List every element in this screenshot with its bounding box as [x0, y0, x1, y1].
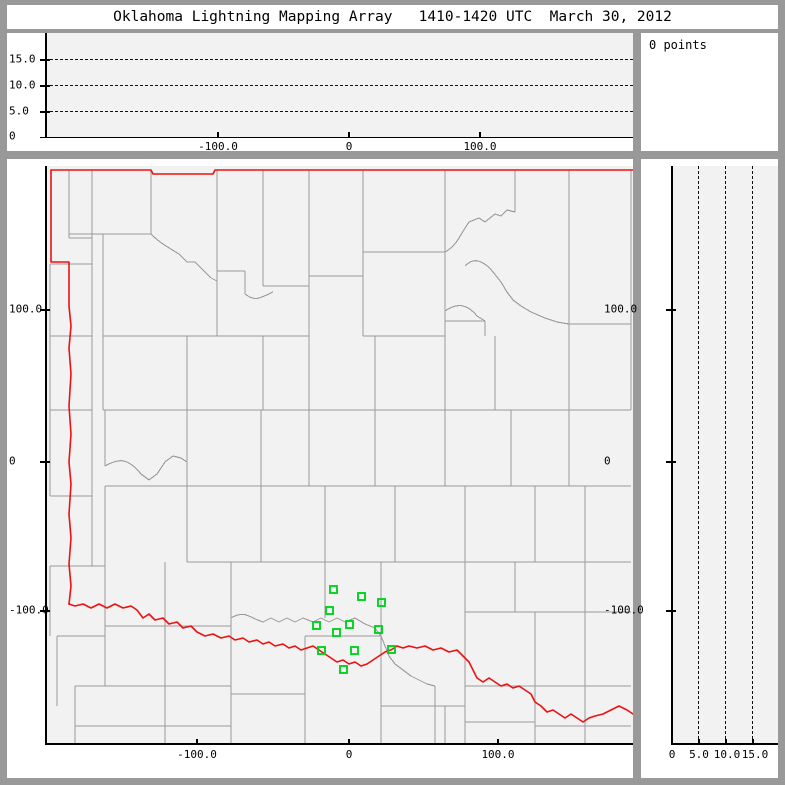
map-y-axis-line: [45, 166, 47, 744]
map-y-tick-100: [40, 309, 50, 311]
lma-marker[interactable]: [374, 625, 383, 634]
map-y-tick-0: [40, 461, 50, 463]
y-tick-10: [40, 85, 50, 87]
profile-y-tick-100: [666, 309, 676, 311]
gridline-5: [45, 111, 633, 112]
page-title: Oklahoma Lightning Mapping Array 1410-14…: [113, 9, 672, 25]
lma-marker[interactable]: [387, 645, 396, 654]
state-border: [50, 169, 633, 723]
lma-marker[interactable]: [350, 646, 359, 655]
lma-marker[interactable]: [325, 606, 334, 615]
profile-x-axis-line: [671, 743, 778, 745]
x-axis-line: [45, 136, 633, 138]
profile-x-tick-0: [671, 739, 673, 745]
county-boundaries: [49, 170, 632, 744]
x-tick-100: [479, 132, 481, 138]
profile-gridline-10: [725, 166, 726, 744]
lma-source-markers[interactable]: [312, 585, 396, 674]
lma-marker[interactable]: [329, 585, 338, 594]
profile-x-tick-5: [698, 739, 700, 745]
profile-y-tick-label-100: 100.0: [604, 302, 638, 316]
gridline-10: [45, 85, 633, 86]
map-x-tick-neg100: [196, 739, 198, 745]
east-west-profile-panel[interactable]: 100.0 0 -100.0 0 5.0 10.0 15.0: [604, 159, 778, 778]
profile-x-tick-label-15: 15.0: [741, 748, 769, 761]
profile-y-axis-line: [671, 166, 673, 744]
map-y-tick-label-0: 0: [9, 454, 16, 468]
profile-gridline-5: [698, 166, 699, 744]
map-x-tick-label-100: 100.0: [481, 748, 515, 761]
map-x-tick-label-neg100: -100.0: [177, 748, 217, 761]
map-y-tick-neg100: [40, 610, 50, 612]
y-tick-label-15: 15.0: [9, 52, 36, 66]
profile-x-tick-15: [752, 739, 754, 745]
map-y-tick-label-100: 100.0: [9, 302, 43, 316]
profile-gridline-15: [752, 166, 753, 744]
lma-marker[interactable]: [332, 628, 341, 637]
map-x-axis-line: [45, 743, 633, 745]
oklahoma-map-svg[interactable]: [45, 166, 633, 744]
x-tick-label-100: 100.0: [463, 140, 497, 153]
map-x-tick-100: [497, 739, 499, 745]
lma-marker[interactable]: [339, 665, 348, 674]
map-x-tick-label-0: 0: [345, 748, 353, 761]
lma-marker[interactable]: [312, 621, 321, 630]
y-tick-label-0: 0: [9, 129, 16, 143]
y-tick-15: [40, 59, 50, 61]
y-tick-0: [40, 136, 50, 138]
map-x-tick-0: [348, 739, 350, 745]
y-tick-5: [40, 111, 50, 113]
profile-x-tick-label-0: 0: [668, 748, 676, 761]
y-tick-label-5: 5.0: [9, 104, 29, 118]
profile-y-tick-neg100: [666, 610, 676, 612]
plan-view-map-panel[interactable]: 100.0 0 -100.0 -100.0 0 100.0: [7, 159, 633, 778]
lma-marker[interactable]: [317, 646, 326, 655]
profile-plot-area[interactable]: [671, 166, 778, 744]
profile-x-tick-label-5: 5.0: [689, 748, 709, 761]
point-count-panel[interactable]: 0 points: [641, 33, 778, 151]
x-tick-label-0: 0: [345, 140, 353, 153]
gridline-15: [45, 59, 633, 60]
lma-marker[interactable]: [345, 620, 354, 629]
map-plot-area[interactable]: [45, 166, 633, 744]
profile-x-tick-label-10: 10.0: [713, 748, 741, 761]
x-tick-0: [348, 132, 350, 138]
y-tick-label-10: 10.0: [9, 78, 36, 92]
time-height-plot-area[interactable]: [45, 33, 633, 137]
map-y-tick-label-neg100: -100.0: [9, 603, 49, 617]
point-count-label: 0 points: [649, 38, 707, 52]
profile-x-tick-10: [725, 739, 727, 745]
window-title-bar: Oklahoma Lightning Mapping Array 1410-14…: [7, 5, 778, 29]
profile-y-tick-0: [666, 461, 676, 463]
lma-marker[interactable]: [377, 598, 386, 607]
lma-marker[interactable]: [357, 592, 366, 601]
x-tick-label-neg100: -100.0: [198, 140, 238, 153]
time-height-panel[interactable]: 15.0 10.0 5.0 0 -100.0 0 100.0: [7, 33, 633, 153]
x-tick-neg100: [217, 132, 219, 138]
profile-y-tick-label-neg100: -100.0: [604, 603, 644, 617]
profile-y-tick-label-0: 0: [604, 454, 611, 468]
